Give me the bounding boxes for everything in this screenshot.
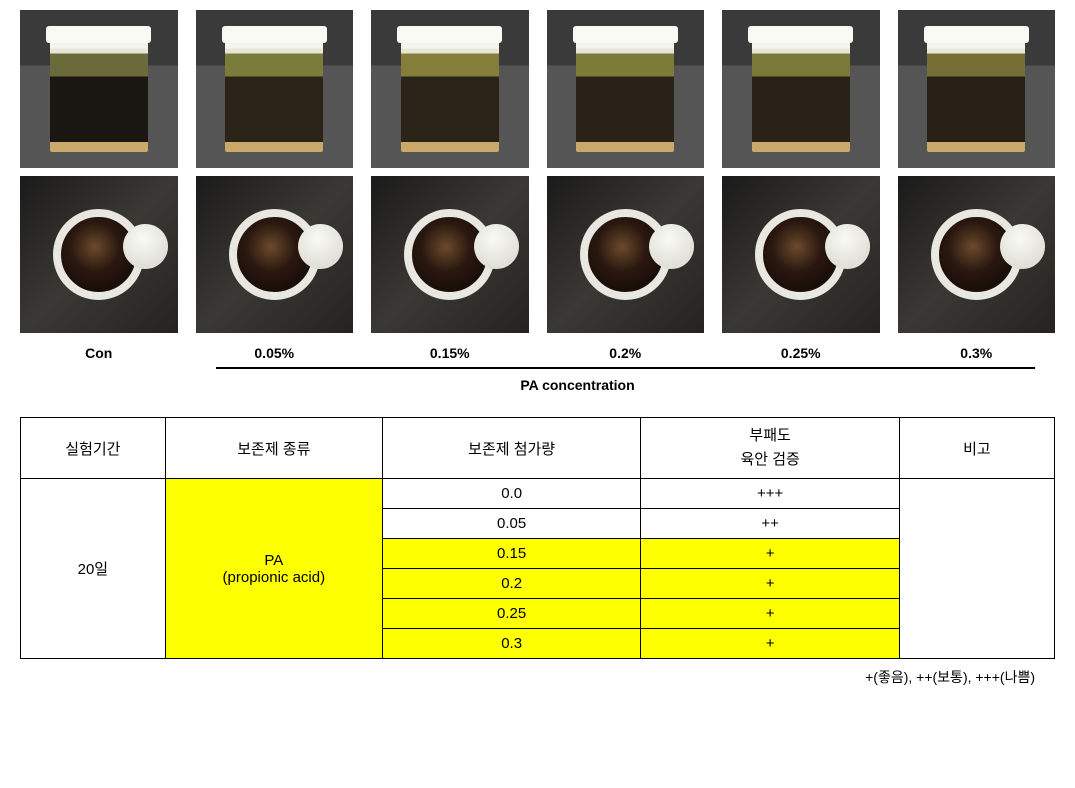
- cell-amount: 0.15: [382, 539, 641, 569]
- sample-photo-side: [547, 10, 705, 168]
- cell-decay: +++: [641, 479, 900, 509]
- cell-amount: 0.25: [382, 599, 641, 629]
- cell-amount: 0.05: [382, 509, 641, 539]
- photo-grid: Con 0.05% 0.15% 0.2% 0.25% 0.3%: [20, 10, 1055, 361]
- cell-decay: +: [641, 569, 900, 599]
- table-body: 20일PA(propionic acid)0.0+++0.05++0.15+0.…: [21, 479, 1055, 659]
- table-row: 20일PA(propionic acid)0.0+++: [21, 479, 1055, 509]
- cell-period: 20일: [21, 479, 166, 659]
- legend: +(좋음), ++(보통), +++(나쁨): [20, 667, 1055, 687]
- table-header-row: 실험기간 보존제 종류 보존제 첨가량 부패도 육안 검증 비고: [21, 418, 1055, 479]
- sample-label: 0.15%: [371, 341, 529, 361]
- sample-photo-top: [722, 176, 880, 334]
- cell-preservative-type: PA(propionic acid): [165, 479, 382, 659]
- cell-amount: 0.3: [382, 629, 641, 659]
- th-decay: 부패도 육안 검증: [641, 418, 900, 479]
- concentration-underline: [216, 367, 1036, 369]
- th-preservative-type: 보존제 종류: [165, 418, 382, 479]
- cell-decay: +: [641, 599, 900, 629]
- sample-photo-top: [547, 176, 705, 334]
- sample-photo-top: [898, 176, 1056, 334]
- sample-photo-top: [20, 176, 178, 334]
- sample-photo-side: [196, 10, 354, 168]
- th-decay-line1: 부패도: [649, 424, 891, 448]
- sample-label: 0.25%: [722, 341, 880, 361]
- concentration-bar: [20, 367, 1055, 369]
- cell-amount: 0.2: [382, 569, 641, 599]
- cell-decay: ++: [641, 509, 900, 539]
- sample-photo-top: [196, 176, 354, 334]
- th-remarks: 비고: [899, 418, 1054, 479]
- sample-label: 0.3%: [898, 341, 1056, 361]
- th-preservative-amount: 보존제 첨가량: [382, 418, 641, 479]
- cell-remarks: [899, 479, 1054, 659]
- experiment-table: 실험기간 보존제 종류 보존제 첨가량 부패도 육안 검증 비고 20일PA(p…: [20, 417, 1055, 659]
- sample-photo-side: [20, 10, 178, 168]
- sample-photo-side: [371, 10, 529, 168]
- th-period: 실험기간: [21, 418, 166, 479]
- cell-amount: 0.0: [382, 479, 641, 509]
- cell-decay: +: [641, 539, 900, 569]
- th-decay-line2: 육안 검증: [649, 448, 891, 472]
- axis-caption: PA concentration: [520, 377, 634, 393]
- sample-photo-side: [722, 10, 880, 168]
- sample-photo-top: [371, 176, 529, 334]
- cell-decay: +: [641, 629, 900, 659]
- sample-label: 0.05%: [196, 341, 354, 361]
- sample-photo-side: [898, 10, 1056, 168]
- axis-caption-wrap: PA concentration: [20, 377, 1055, 393]
- sample-label: Con: [20, 341, 178, 361]
- sample-label: 0.2%: [547, 341, 705, 361]
